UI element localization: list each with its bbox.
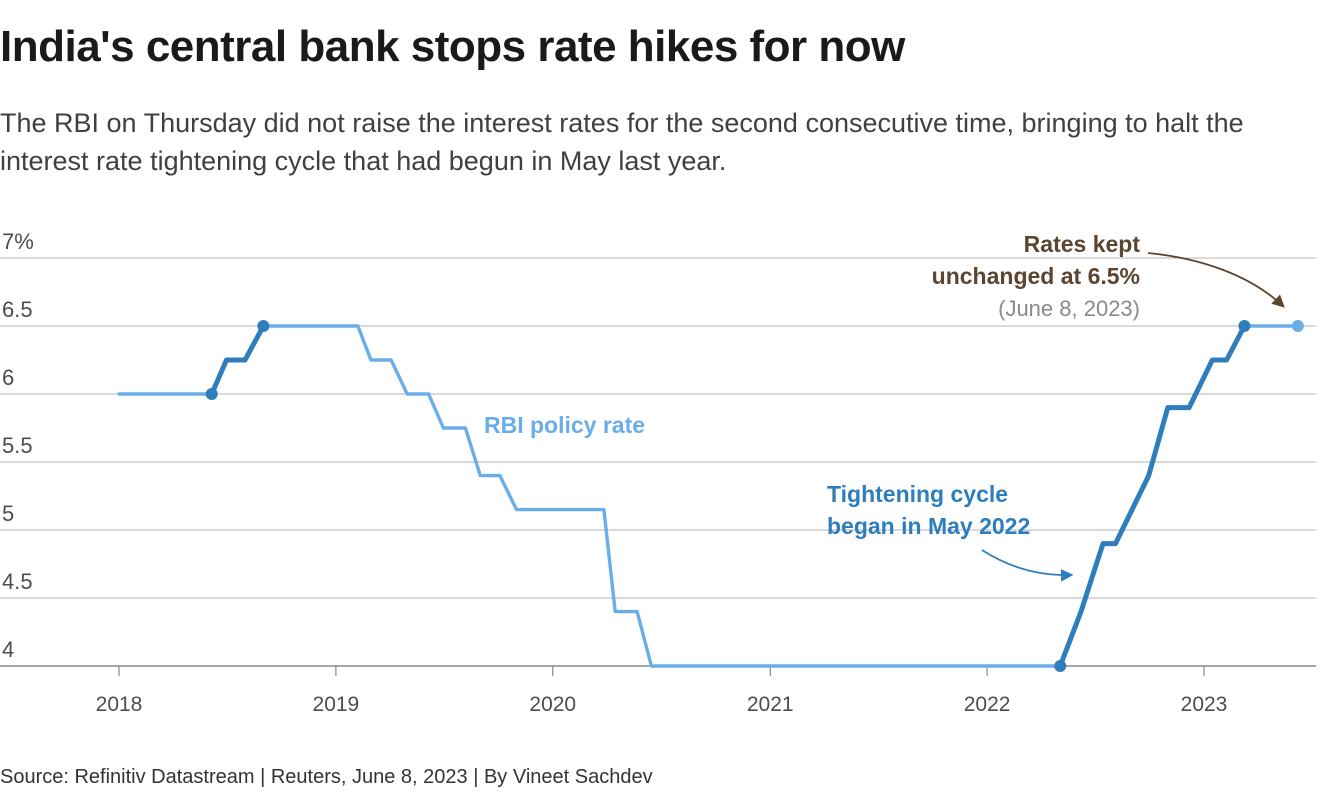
x-tick-label-2022: 2022 [964,693,1011,716]
data-point-marker-5 [1291,320,1304,332]
source-note: Source: Refinitiv Datastream | Reuters, … [0,766,653,788]
x-tick-label-2018: 2018 [96,693,143,716]
highlight-segment-2 [1057,323,1247,669]
x-tick-label-2023: 2023 [1181,693,1228,716]
y-tick-label-4: 4 [2,637,14,662]
policy-rate-chart: 7%6.565.554.54 2018 2019 2020 2021 2022 2023 … [0,229,1316,716]
series-label-rbi-policy-rate: RBI policy rate [484,412,645,438]
y-axis-labels: 7% 6.5 6 5.5 5 4.5 4 [2,229,34,662]
unchanged-date-label: (June 8, 2023) [998,296,1140,321]
data-point-marker-2 [257,320,270,332]
annotation-unchanged: Rates kept unchanged at 6.5% (June 8, 20… [932,231,1285,321]
annotation-tightening: Tightening cycle began in May 2022 [827,481,1074,582]
y-tick-label-7: 7% [2,229,34,254]
data-point-marker-1 [205,388,218,400]
highlight-segment-1 [209,323,266,397]
tightening-label-line1: Tightening cycle [827,481,1008,507]
chart-title: India's central bank stops rate hikes fo… [0,22,905,71]
tightening-label-line2: began in May 2022 [827,513,1030,539]
series-line-rbi-policy-rate [117,324,1300,668]
y-tick-label-6: 6 [2,365,14,390]
y-tick-label-6-5: 6.5 [2,297,33,322]
unchanged-label-line1: Rates kept [1024,231,1141,257]
y-tick-label-5: 5 [2,501,14,526]
series-markers [205,320,1304,672]
tightening-arrow [981,549,1074,582]
unchanged-arrow [1147,252,1285,308]
x-tick-label-2019: 2019 [313,693,360,716]
y-tick-label-4-5: 4.5 [2,569,33,594]
data-point-marker-4 [1238,320,1251,332]
annotation-series-label: RBI policy rate [484,412,645,438]
x-tick-label-2020: 2020 [529,693,576,716]
x-tick-label-2021: 2021 [747,693,794,716]
unchanged-label-line2: unchanged at 6.5% [932,263,1140,289]
data-point-marker-3 [1054,660,1067,672]
y-tick-label-5-5: 5.5 [2,433,33,458]
chart-subtitle: The RBI on Thursday did not raise the in… [0,108,1244,176]
series-lines [117,323,1300,669]
x-axis: 2018 2019 2020 2021 2022 2023 [96,666,1228,716]
